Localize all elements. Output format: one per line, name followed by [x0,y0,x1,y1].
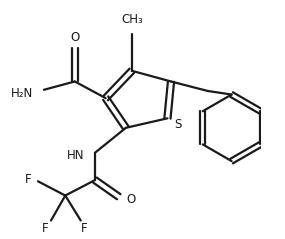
Text: S: S [174,118,182,131]
Text: O: O [126,193,135,206]
Text: O: O [70,31,80,44]
Text: F: F [25,173,32,186]
Text: HN: HN [67,149,84,162]
Text: F: F [81,222,87,235]
Text: CH₃: CH₃ [121,13,143,26]
Text: H₂N: H₂N [11,87,33,100]
Text: F: F [42,222,48,235]
